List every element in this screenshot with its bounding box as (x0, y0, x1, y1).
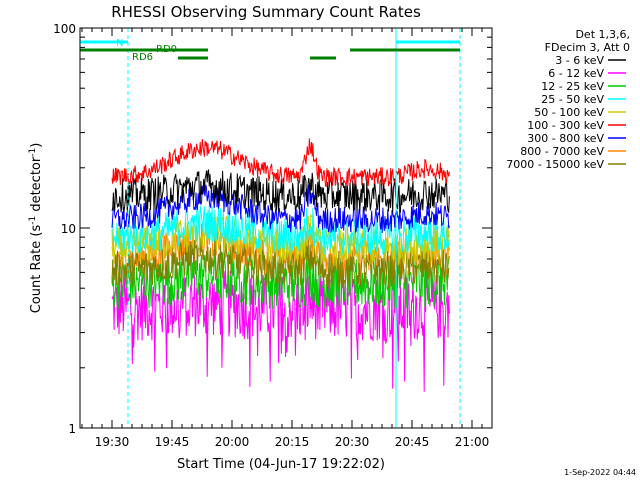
series-line-3-6-kev (111, 168, 450, 214)
y-axis-label-main: Count Rate (s (29, 225, 44, 314)
y-tick-label-1: 1 (68, 422, 76, 436)
footer-date: 1-Sep-2022 04:44 (564, 468, 636, 477)
flag-label-rd6: RD6 (132, 52, 153, 63)
x-tick-label-21:00: 21:00 (455, 435, 490, 449)
y-axis-label-end: ) (29, 143, 44, 148)
flag-label-n: N (116, 38, 123, 49)
x-tick-label-20:30: 20:30 (335, 435, 370, 449)
series-line-25-50-kev (111, 205, 450, 256)
axes: 19:30 19:45 20:00 20:15 20:30 20:45 21:00 1 10 10… (53, 22, 493, 449)
legend-label-6-12-kev: 6 - 12 keV (548, 67, 604, 80)
y-axis-label-sup2: -1 (28, 148, 38, 157)
legend-header-2: FDecim 3, Att 0 (545, 41, 630, 54)
legend-header-1: Det 1,3,6, (575, 28, 630, 41)
legend-label-25-50-kev: 25 - 50 keV (541, 93, 604, 106)
series-line-300-800-kev (111, 184, 450, 234)
series-line-100-300-kev (111, 138, 450, 188)
x-tick-label-20:15: 20:15 (275, 435, 310, 449)
legend-label-3-6-kev: 3 - 6 keV (555, 54, 604, 67)
x-axis-label: Start Time (04-Jun-17 19:22:02) (177, 457, 385, 472)
x-tick-label-20:45: 20:45 (395, 435, 430, 449)
series-line-6-12-kev (111, 270, 450, 392)
legend-label-800-7000-kev: 800 - 7000 keV (520, 145, 604, 158)
x-tick-label-19:30: 19:30 (95, 435, 130, 449)
legend-label-300-800-kev: 300 - 800 keV (527, 132, 604, 145)
y-axis-label: Count Rate (s-1 detector-1) (28, 143, 44, 314)
y-axis-label-mid: detector (29, 156, 44, 216)
x-tick-label-19:45: 19:45 (155, 435, 190, 449)
x-tick-label-20:00: 20:00 (215, 435, 250, 449)
legend-label-12-25-kev: 12 - 25 keV (541, 80, 604, 93)
chart-title: RHESSI Observing Summary Count Rates (111, 3, 421, 21)
flag-label-rd0: RD0 (156, 44, 177, 55)
legend-label-50-100-kev: 50 - 100 keV (534, 106, 604, 119)
legend-label-7000-15000-kev: 7000 - 15000 keV (506, 158, 604, 171)
y-axis-label-sup1: -1 (28, 216, 38, 225)
legend-label-100-300-kev: 100 - 300 keV (527, 119, 604, 132)
y-tick-label-100: 100 (53, 22, 76, 36)
y-tick-label-10: 10 (61, 222, 76, 236)
